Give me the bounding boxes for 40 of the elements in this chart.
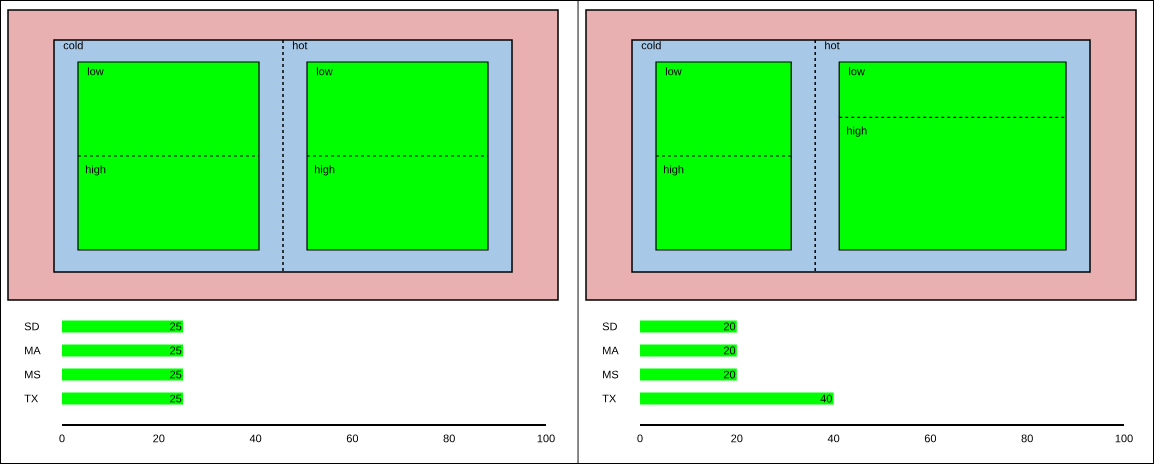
- x-tick-label: 0: [637, 434, 643, 443]
- x-tick-label: 0: [59, 434, 65, 443]
- x-tick-label: 20: [153, 434, 165, 443]
- category-label: cold: [63, 41, 83, 50]
- category-label: high: [85, 165, 106, 176]
- category-label: low: [665, 67, 682, 76]
- category-label: hot: [292, 41, 308, 50]
- category-label: high: [314, 165, 335, 176]
- x-tick-label: 40: [249, 434, 262, 443]
- x-tick-label: 80: [1021, 434, 1033, 443]
- data-label: 20: [723, 370, 736, 379]
- data-label: 25: [170, 322, 182, 331]
- category-label: hot: [825, 41, 840, 50]
- x-tick-label: 100: [537, 434, 555, 443]
- category-label: high: [847, 126, 867, 137]
- y-tick-label: TX: [602, 394, 617, 403]
- data-label: 25: [170, 370, 182, 379]
- category-label: low: [316, 67, 333, 76]
- category-label: low: [849, 67, 865, 76]
- y-tick-label: MS: [603, 370, 619, 379]
- y-tick-label: TX: [24, 394, 39, 403]
- data-label: 25: [170, 346, 182, 355]
- x-tick-label: 60: [924, 434, 937, 443]
- y-tick-label: MS: [25, 370, 41, 379]
- x-tick-label: 60: [346, 434, 359, 443]
- category-label: low: [87, 67, 104, 76]
- category-label: cold: [641, 41, 661, 50]
- data-label: 20: [723, 346, 736, 355]
- x-tick-label: 100: [1115, 434, 1133, 443]
- data-label: 20: [723, 322, 736, 331]
- x-tick-label: 20: [731, 434, 743, 443]
- x-tick-label: 80: [443, 434, 455, 443]
- data-label: 25: [170, 394, 182, 403]
- category-label: high: [663, 165, 684, 176]
- y-tick-label: MA: [603, 346, 619, 355]
- y-tick-label: SD: [602, 322, 617, 331]
- x-tick-label: 40: [827, 434, 840, 443]
- y-tick-label: MA: [25, 346, 41, 355]
- data-label: 40: [820, 394, 832, 403]
- y-tick-label: SD: [24, 322, 39, 331]
